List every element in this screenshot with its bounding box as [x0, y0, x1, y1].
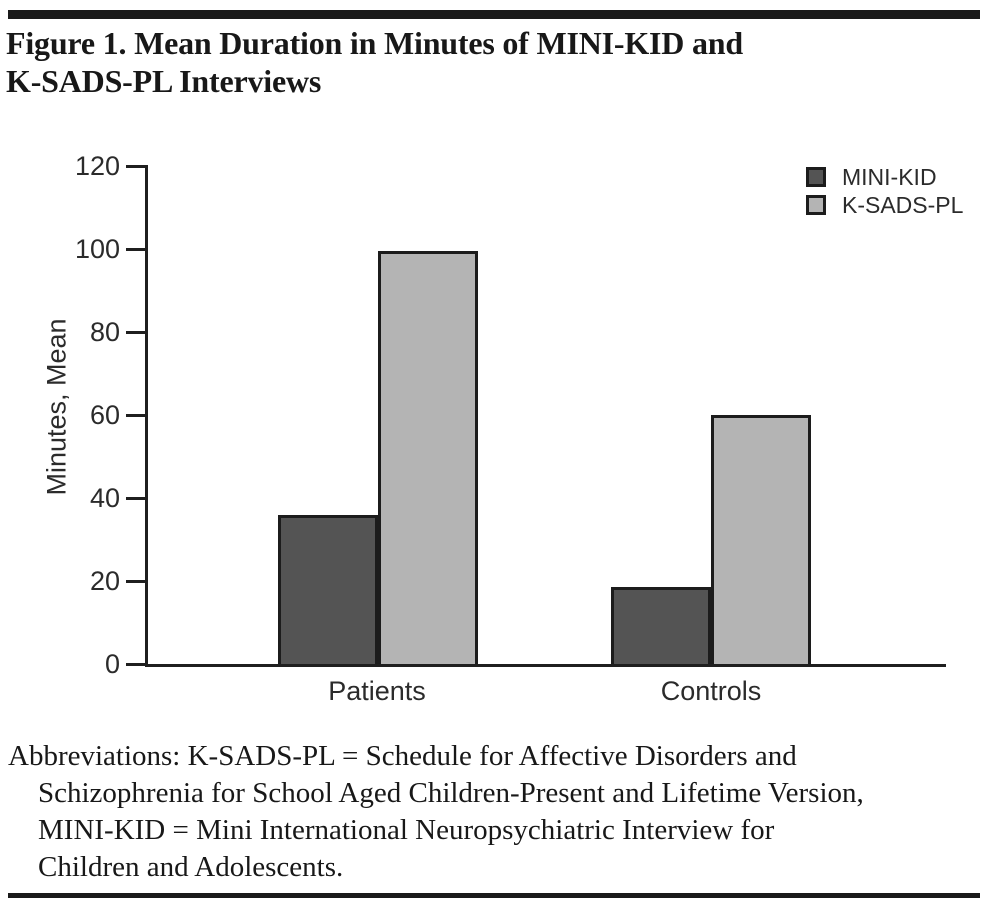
- y-tick-label-20: 20: [89, 566, 120, 596]
- bar-mini-kid-controls: [611, 587, 711, 664]
- y-tick-label-40: 40: [89, 483, 120, 513]
- y-tick-120: [126, 165, 145, 168]
- y-axis-line: [145, 165, 148, 667]
- figure-title-line-1: Figure 1. Mean Duration in Minutes of MI…: [6, 25, 743, 61]
- y-tick-0: [126, 663, 145, 666]
- legend-label-mini-kid: MINI-KID: [842, 163, 937, 190]
- x-axis-line: [145, 664, 946, 667]
- footnote-line-1: Abbreviations: K-SADS-PL = Schedule for …: [8, 740, 797, 772]
- footnote-line-4: Children and Adolescents.: [38, 851, 344, 883]
- chart-legend: MINI-KID K-SADS-PL: [806, 163, 963, 219]
- abbreviations-footnote: Abbreviations: K-SADS-PL = Schedule for …: [8, 738, 976, 886]
- y-tick-label-0: 0: [104, 649, 120, 679]
- bar-k-sads-pl-patients: [377, 251, 478, 664]
- figure-title: Figure 1. Mean Duration in Minutes of MI…: [6, 24, 743, 100]
- y-tick-label-60: 60: [89, 400, 120, 430]
- y-tick-20: [126, 580, 145, 583]
- bar-mini-kid-patients: [277, 514, 378, 664]
- y-tick-100: [126, 248, 145, 251]
- y-tick-label-100: 100: [74, 234, 120, 264]
- y-tick-label-80: 80: [89, 317, 120, 347]
- legend-swatch-mini-kid: [806, 167, 826, 187]
- footnote-line-3: MINI-KID = Mini International Neuropsych…: [38, 814, 775, 846]
- y-tick-label-120: 120: [74, 151, 120, 181]
- legend-item-mini-kid: MINI-KID: [806, 163, 963, 191]
- category-label-patients: Patients: [328, 676, 426, 706]
- legend-label-k-sads-pl: K-SADS-PL: [842, 191, 964, 218]
- y-tick-40: [126, 497, 145, 500]
- y-tick-80: [126, 331, 145, 334]
- bar-k-sads-pl-controls: [711, 415, 811, 664]
- bottom-divider-rule: [8, 893, 980, 898]
- figure-title-line-2: K-SADS-PL Interviews: [6, 63, 322, 99]
- legend-item-k-sads-pl: K-SADS-PL: [806, 191, 963, 219]
- legend-swatch-k-sads-pl: [806, 195, 826, 215]
- footnote-line-2: Schizophrenia for School Aged Children-P…: [38, 777, 864, 809]
- top-divider-rule: [8, 10, 980, 19]
- y-tick-60: [126, 414, 145, 417]
- category-label-controls: Controls: [660, 676, 762, 706]
